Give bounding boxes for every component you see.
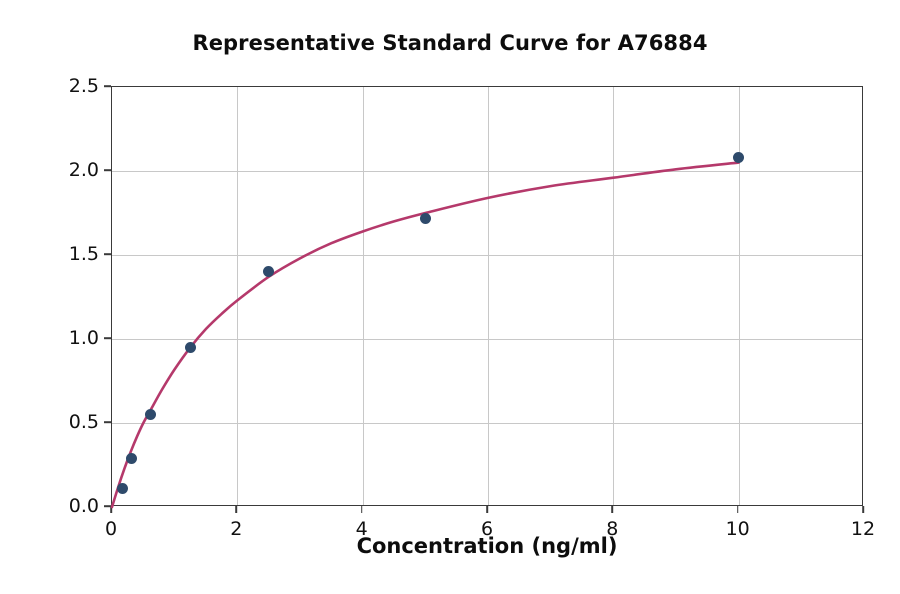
data-point-marker [125, 452, 137, 464]
data-point-marker [733, 152, 745, 164]
gridline-horizontal [112, 339, 862, 340]
x-tick-label: 10 [725, 518, 750, 540]
gridline-vertical [613, 87, 615, 505]
gridline-vertical [362, 87, 364, 505]
y-tick-label: 2.0 [68, 159, 99, 181]
data-point-marker [263, 266, 275, 278]
x-tick-mark [736, 506, 739, 513]
gridline-vertical [488, 87, 489, 505]
y-tick-label: 0.5 [68, 411, 99, 433]
y-tick-label: 0.0 [68, 495, 99, 517]
gridline-vertical [738, 87, 740, 505]
x-tick-mark [110, 506, 112, 513]
y-tick-mark [104, 421, 111, 423]
data-point-marker [184, 341, 196, 353]
x-tick-label: 12 [850, 518, 876, 540]
y-tick-mark [104, 505, 111, 507]
x-tick-mark [862, 506, 864, 513]
y-tick-label: 2.5 [68, 75, 99, 97]
x-tick-label: 4 [355, 518, 368, 540]
y-tick-label: 1.5 [68, 243, 99, 265]
y-tick-mark [104, 253, 111, 255]
x-tick-label: 0 [104, 518, 118, 540]
data-point-marker [419, 212, 431, 224]
y-tick-label: 1.0 [68, 327, 99, 349]
data-point-marker [145, 409, 157, 421]
fitted-curve [110, 161, 740, 509]
gridline-horizontal [112, 255, 862, 256]
x-tick-mark [486, 506, 488, 513]
gridline-horizontal [112, 171, 862, 172]
y-tick-mark [104, 337, 111, 339]
x-axis-label: Concentration (ng/ml) [356, 534, 618, 558]
data-point-marker [116, 483, 128, 495]
gridline-vertical [237, 87, 239, 505]
curve-path [110, 161, 740, 509]
y-tick-mark [104, 85, 111, 87]
x-tick-label: 6 [480, 518, 494, 540]
x-tick-label: 8 [606, 518, 619, 540]
x-tick-label: 2 [230, 518, 243, 540]
chart-title: Representative Standard Curve for A76884 [192, 31, 708, 55]
x-tick-mark [611, 506, 614, 513]
x-tick-mark [235, 506, 238, 513]
plot-area [110, 86, 863, 509]
x-tick-mark [360, 506, 363, 513]
gridline-horizontal [112, 423, 862, 424]
y-tick-mark [104, 169, 111, 171]
